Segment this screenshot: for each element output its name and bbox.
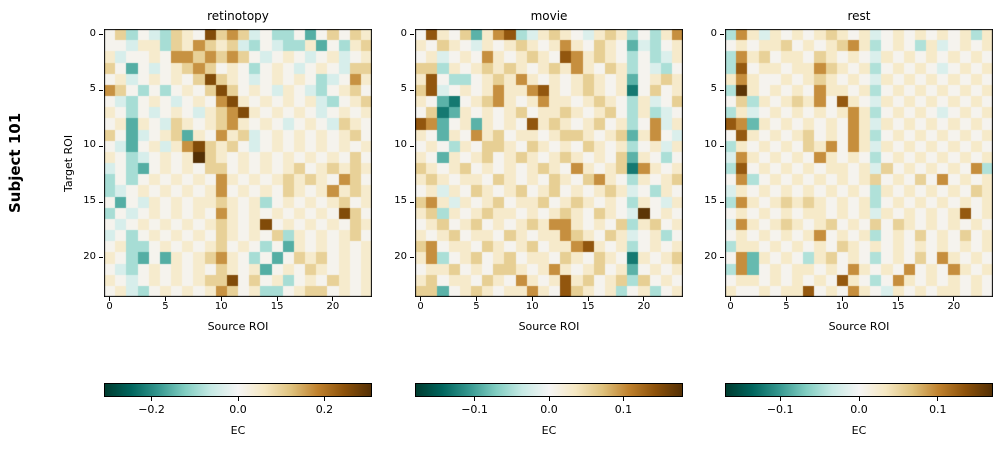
colorbar-tick-mark xyxy=(858,397,860,401)
heatmap-retinotopy xyxy=(104,29,372,297)
colorbar-tick-mark xyxy=(237,397,239,401)
y-tick-mark xyxy=(720,34,724,36)
panel-title: retinotopy xyxy=(207,9,269,23)
x-tick-label: 0 xyxy=(106,301,113,312)
colorbar-tick-mark xyxy=(474,397,476,401)
colorbar-tick-mark xyxy=(151,397,153,401)
x-tick-mark xyxy=(587,297,589,301)
x-tick-label: 5 xyxy=(162,301,169,312)
x-tick-mark xyxy=(531,297,533,301)
x-tick-mark xyxy=(841,297,843,301)
y-tick-mark xyxy=(720,201,724,203)
x-tick-label: 15 xyxy=(270,301,284,312)
colorbar-tick-mark xyxy=(937,397,939,401)
x-tick-mark xyxy=(164,297,166,301)
x-tick-label: 10 xyxy=(835,301,849,312)
colorbar-label: EC xyxy=(851,424,867,437)
y-tick-label: 0 xyxy=(89,27,96,39)
y-tick-mark xyxy=(410,34,414,36)
x-tick-label: 0 xyxy=(727,301,734,312)
x-tick-label: 10 xyxy=(214,301,228,312)
x-axis-label: Source ROI xyxy=(828,320,890,333)
colorbar-tick-label: 0.1 xyxy=(929,403,947,416)
y-tick-mark xyxy=(720,257,724,259)
x-tick-mark xyxy=(953,297,955,301)
y-tick-label: 10 xyxy=(704,139,717,151)
y-tick-label: 20 xyxy=(83,250,96,262)
x-tick-mark xyxy=(475,297,477,301)
x-tick-label: 20 xyxy=(637,301,651,312)
x-tick-label: 15 xyxy=(581,301,595,312)
x-tick-mark xyxy=(109,297,111,301)
x-tick-mark xyxy=(643,297,645,301)
x-tick-label: 0 xyxy=(417,301,424,312)
colorbar-tick-label: 0.0 xyxy=(540,403,558,416)
panel-title: rest xyxy=(847,9,871,23)
colorbar-tick-label: 0.0 xyxy=(850,403,868,416)
x-tick-mark xyxy=(220,297,222,301)
x-tick-mark xyxy=(730,297,732,301)
y-tick-mark xyxy=(99,201,103,203)
y-tick-mark xyxy=(99,34,103,36)
x-tick-label: 20 xyxy=(947,301,961,312)
colorbar-tick-label: −0.2 xyxy=(138,403,165,416)
y-tick-mark xyxy=(720,145,724,147)
y-tick-mark xyxy=(99,89,103,91)
colorbar-tick-mark xyxy=(779,397,781,401)
x-tick-label: 5 xyxy=(473,301,480,312)
y-tick-label: 10 xyxy=(394,139,407,151)
y-tick-label: 5 xyxy=(710,83,717,95)
panel-movie: movie Source ROI EC 0 5 10 15 20 0 5 10 15 20 −0.1… xyxy=(394,0,683,450)
y-tick-label: 10 xyxy=(83,139,96,151)
x-tick-label: 20 xyxy=(326,301,340,312)
y-tick-label: 20 xyxy=(704,250,717,262)
y-tick-label: 0 xyxy=(710,27,717,39)
colorbar-tick-mark xyxy=(622,397,624,401)
y-tick-label: 5 xyxy=(400,83,407,95)
x-tick-mark xyxy=(420,297,422,301)
x-tick-label: 15 xyxy=(891,301,905,312)
y-tick-mark xyxy=(720,89,724,91)
x-axis-label: Source ROI xyxy=(207,320,269,333)
x-tick-label: 10 xyxy=(525,301,539,312)
y-tick-label: 0 xyxy=(400,27,407,39)
colorbar xyxy=(104,383,372,397)
panel-rest: rest Source ROI EC 0 5 10 15 20 0 5 10 15 20 −0.1 0… xyxy=(704,0,993,450)
colorbar-tick-label: 0.0 xyxy=(229,403,247,416)
colorbar xyxy=(415,383,683,397)
y-tick-mark xyxy=(410,257,414,259)
panel-title: movie xyxy=(530,9,568,23)
subject-row-label: Subject 101 xyxy=(6,112,24,214)
y-tick-label: 15 xyxy=(83,195,96,207)
y-tick-mark xyxy=(99,257,103,259)
x-axis-label: Source ROI xyxy=(518,320,580,333)
colorbar-tick-label: −0.1 xyxy=(461,403,488,416)
y-tick-label: 20 xyxy=(394,250,407,262)
x-tick-label: 5 xyxy=(783,301,790,312)
heatmap-movie xyxy=(415,29,683,297)
y-tick-mark xyxy=(99,145,103,147)
colorbar-tick-label: 0.1 xyxy=(614,403,633,416)
panel-retinotopy: retinotopy Target ROI Source ROI EC 0 5 10… xyxy=(62,0,372,450)
x-tick-mark xyxy=(897,297,899,301)
heatmap-rest xyxy=(725,29,993,297)
colorbar xyxy=(725,383,993,397)
x-tick-mark xyxy=(332,297,334,301)
y-tick-label: 15 xyxy=(704,195,717,207)
colorbar-label: EC xyxy=(230,424,246,437)
colorbar-label: EC xyxy=(541,424,557,437)
x-tick-mark xyxy=(276,297,278,301)
colorbar-tick-mark xyxy=(548,397,550,401)
colorbar-tick-label: 0.2 xyxy=(315,403,334,416)
colorbar-tick-label: −0.1 xyxy=(766,403,794,416)
y-tick-mark xyxy=(410,201,414,203)
y-tick-label: 5 xyxy=(89,83,96,95)
x-tick-mark xyxy=(785,297,787,301)
y-tick-mark xyxy=(410,145,414,147)
y-tick-mark xyxy=(410,89,414,91)
colorbar-tick-mark xyxy=(323,397,325,401)
y-tick-label: 15 xyxy=(394,195,407,207)
